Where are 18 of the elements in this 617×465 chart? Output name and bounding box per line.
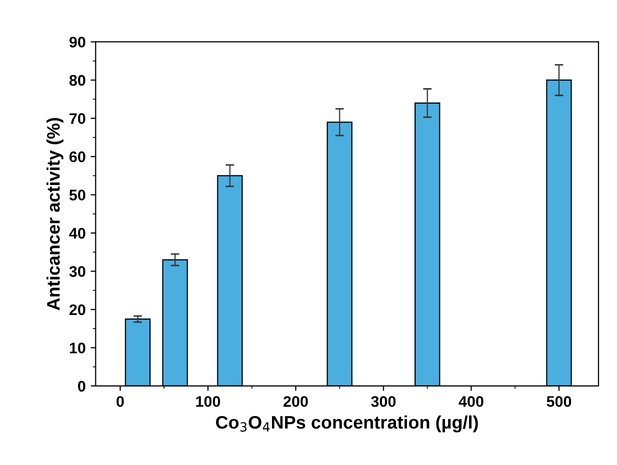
y-tick-label: 20 bbox=[69, 304, 86, 316]
y-tick-label: 80 bbox=[69, 74, 86, 86]
y-tick-label: 90 bbox=[69, 36, 86, 48]
y-tick-label: 10 bbox=[70, 342, 86, 354]
x-tick-label: 200 bbox=[284, 396, 308, 407]
y-tick-label: 30 bbox=[69, 266, 86, 277]
y-tick-label: 40 bbox=[69, 228, 86, 239]
y-tick-label: 70 bbox=[70, 113, 86, 124]
x-axis-title: Co$_{3}$O$_{4}$NPs concentration (µg/l) bbox=[216, 415, 478, 432]
x-tick-label: 300 bbox=[371, 396, 396, 407]
x-tick-label: 100 bbox=[196, 396, 220, 407]
y-tick-label: 0 bbox=[78, 380, 86, 392]
y-tick-label: 60 bbox=[69, 151, 86, 162]
x-tick-label: 0 bbox=[116, 396, 124, 407]
y-axis-title: Anticancer activity (%) bbox=[46, 118, 64, 310]
x-tick-label: 500 bbox=[546, 396, 572, 407]
x-tick-label: 400 bbox=[458, 396, 484, 407]
y-tick-label: 50 bbox=[69, 190, 86, 200]
